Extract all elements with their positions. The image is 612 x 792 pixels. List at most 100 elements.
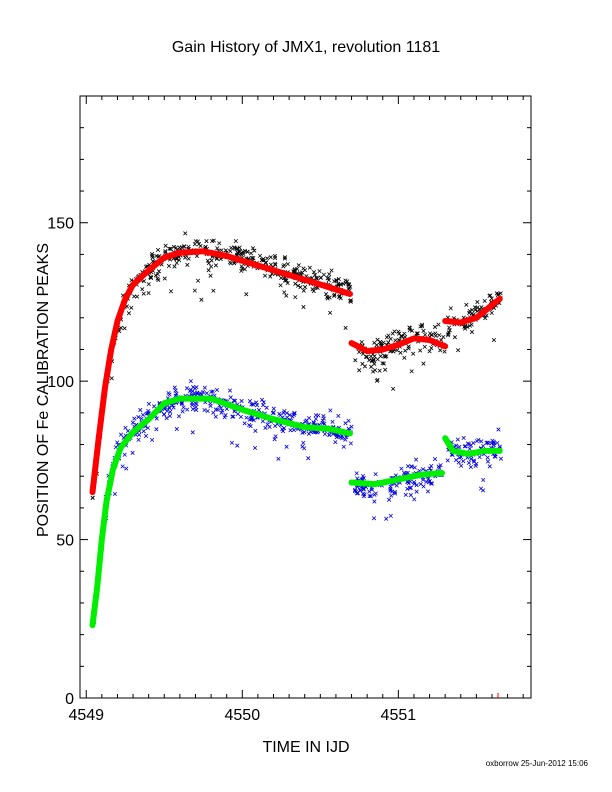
data-point <box>214 387 220 393</box>
data-point <box>312 272 318 278</box>
data-point <box>248 416 254 422</box>
data-point <box>291 269 296 274</box>
data-point <box>302 268 308 273</box>
data-point <box>156 278 161 283</box>
data-point <box>271 406 276 411</box>
data-point <box>429 345 434 351</box>
data-point <box>398 350 403 355</box>
y-axis-label: POSITION OF Fe CALIBRATION PEAKS <box>35 243 52 537</box>
plot-frame <box>79 95 532 699</box>
data-point <box>285 261 290 267</box>
data-point <box>485 455 490 460</box>
data-point <box>421 328 426 333</box>
data-point <box>220 408 225 413</box>
data-point <box>183 255 188 260</box>
data-point <box>471 458 476 463</box>
data-point <box>251 402 256 407</box>
data-point <box>465 324 470 329</box>
data-point <box>253 428 258 433</box>
data-point <box>487 464 492 469</box>
data-point <box>237 245 242 250</box>
data-point <box>258 253 263 258</box>
data-point <box>154 416 159 421</box>
data-point <box>438 348 443 353</box>
data-point <box>433 333 438 339</box>
data-point <box>235 411 241 416</box>
data-point <box>155 247 161 252</box>
data-point <box>272 437 277 442</box>
data-point <box>321 272 327 277</box>
data-point <box>222 415 227 420</box>
data-point <box>268 274 273 279</box>
data-point <box>201 389 206 395</box>
data-point <box>213 407 218 412</box>
data-point <box>242 267 247 272</box>
data-point <box>195 239 200 244</box>
data-point <box>333 440 338 445</box>
data-point <box>208 401 213 406</box>
data-point <box>227 388 233 393</box>
data-point <box>364 354 370 360</box>
data-point <box>321 416 326 421</box>
data-point <box>359 339 364 345</box>
data-point <box>361 486 366 491</box>
data-point <box>446 332 451 337</box>
data-point <box>399 466 404 471</box>
data-point <box>209 389 214 394</box>
data-point <box>204 239 209 244</box>
data-point <box>360 491 366 496</box>
data-point <box>296 263 301 268</box>
data-point <box>437 333 442 338</box>
data-point <box>367 489 372 494</box>
data-point <box>235 443 240 448</box>
data-point <box>146 290 151 296</box>
data-point <box>492 441 497 446</box>
data-point <box>488 293 493 298</box>
data-point <box>383 354 388 359</box>
data-point <box>412 481 417 486</box>
data-point <box>494 291 499 296</box>
data-point <box>285 415 290 420</box>
y-axis-ticks: 0 50 100 150 <box>47 127 531 708</box>
data-point <box>380 361 385 366</box>
data-point <box>409 464 414 469</box>
data-point <box>432 324 438 330</box>
data-point <box>403 348 408 353</box>
data-point <box>445 458 450 463</box>
data-point <box>129 305 134 310</box>
data-point <box>373 472 378 477</box>
data-point <box>323 292 329 297</box>
data-point <box>229 440 234 445</box>
data-point <box>262 273 268 278</box>
data-point <box>298 271 303 276</box>
data-point <box>424 479 429 484</box>
data-point <box>171 405 176 410</box>
data-point <box>185 262 190 267</box>
data-point <box>360 473 366 479</box>
data-point <box>421 361 426 366</box>
fit-curve <box>348 470 445 488</box>
data-point <box>455 437 460 442</box>
data-point <box>408 493 413 498</box>
data-point <box>153 273 158 278</box>
data-point <box>328 310 333 315</box>
data-point <box>232 398 238 403</box>
data-point <box>171 244 177 249</box>
data-point <box>422 344 427 349</box>
data-point <box>391 386 396 391</box>
data-point <box>173 388 178 393</box>
data-point <box>372 354 377 359</box>
data-point <box>141 429 146 434</box>
data-point <box>239 268 244 274</box>
data-point <box>261 403 266 408</box>
fit-curve <box>89 395 353 629</box>
data-point <box>167 246 172 251</box>
data-point <box>265 422 270 427</box>
data-point <box>232 261 237 266</box>
data-point <box>301 288 306 293</box>
data-point <box>489 310 494 316</box>
data-point <box>322 421 327 426</box>
data-point <box>152 404 157 409</box>
data-point <box>272 261 278 266</box>
data-point <box>223 413 228 418</box>
